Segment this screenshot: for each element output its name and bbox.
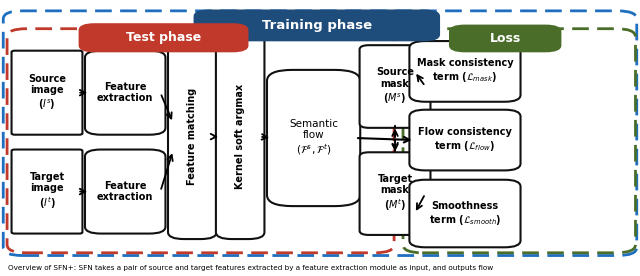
Text: Kernel soft argmax: Kernel soft argmax <box>235 84 245 189</box>
Text: Test phase: Test phase <box>126 31 201 44</box>
FancyBboxPatch shape <box>360 45 431 128</box>
Text: Source
image
($I^s$): Source image ($I^s$) <box>28 74 66 112</box>
Text: Source
mask
($M^s$): Source mask ($M^s$) <box>376 67 414 105</box>
Text: Smoothness
term ($\mathcal{L}_{smooth}$): Smoothness term ($\mathcal{L}_{smooth}$) <box>429 201 501 227</box>
FancyBboxPatch shape <box>3 11 637 256</box>
FancyBboxPatch shape <box>449 25 561 52</box>
Text: Mask consistency
term ($\mathcal{L}_{mask}$): Mask consistency term ($\mathcal{L}_{mas… <box>417 59 513 84</box>
FancyBboxPatch shape <box>267 70 360 206</box>
Text: Feature matching: Feature matching <box>188 88 197 185</box>
Text: Semantic
flow
($\mathcal{F}^s, \mathcal{F}^t$): Semantic flow ($\mathcal{F}^s, \mathcal{… <box>289 119 338 157</box>
Text: Overview of SFN+: SFN takes a pair of source and target features extracted by a : Overview of SFN+: SFN takes a pair of so… <box>8 266 493 271</box>
FancyBboxPatch shape <box>410 110 520 170</box>
Text: Flow consistency
term ($\mathcal{L}_{flow}$): Flow consistency term ($\mathcal{L}_{flo… <box>418 127 512 153</box>
FancyBboxPatch shape <box>85 150 166 233</box>
FancyBboxPatch shape <box>193 9 440 41</box>
Text: Target
image
($I^t$): Target image ($I^t$) <box>29 172 65 211</box>
FancyBboxPatch shape <box>410 180 520 247</box>
Text: Feature
extraction: Feature extraction <box>97 82 154 104</box>
Text: Target
mask
($M^t$): Target mask ($M^t$) <box>378 174 413 214</box>
Text: Feature
extraction: Feature extraction <box>97 181 154 202</box>
FancyBboxPatch shape <box>12 150 83 233</box>
FancyBboxPatch shape <box>410 41 520 102</box>
FancyBboxPatch shape <box>85 51 166 135</box>
FancyBboxPatch shape <box>79 23 248 52</box>
FancyBboxPatch shape <box>12 51 83 135</box>
Text: Training phase: Training phase <box>262 19 372 32</box>
Text: Loss: Loss <box>490 32 521 45</box>
FancyBboxPatch shape <box>168 34 216 239</box>
FancyBboxPatch shape <box>360 152 431 235</box>
FancyBboxPatch shape <box>216 34 264 239</box>
